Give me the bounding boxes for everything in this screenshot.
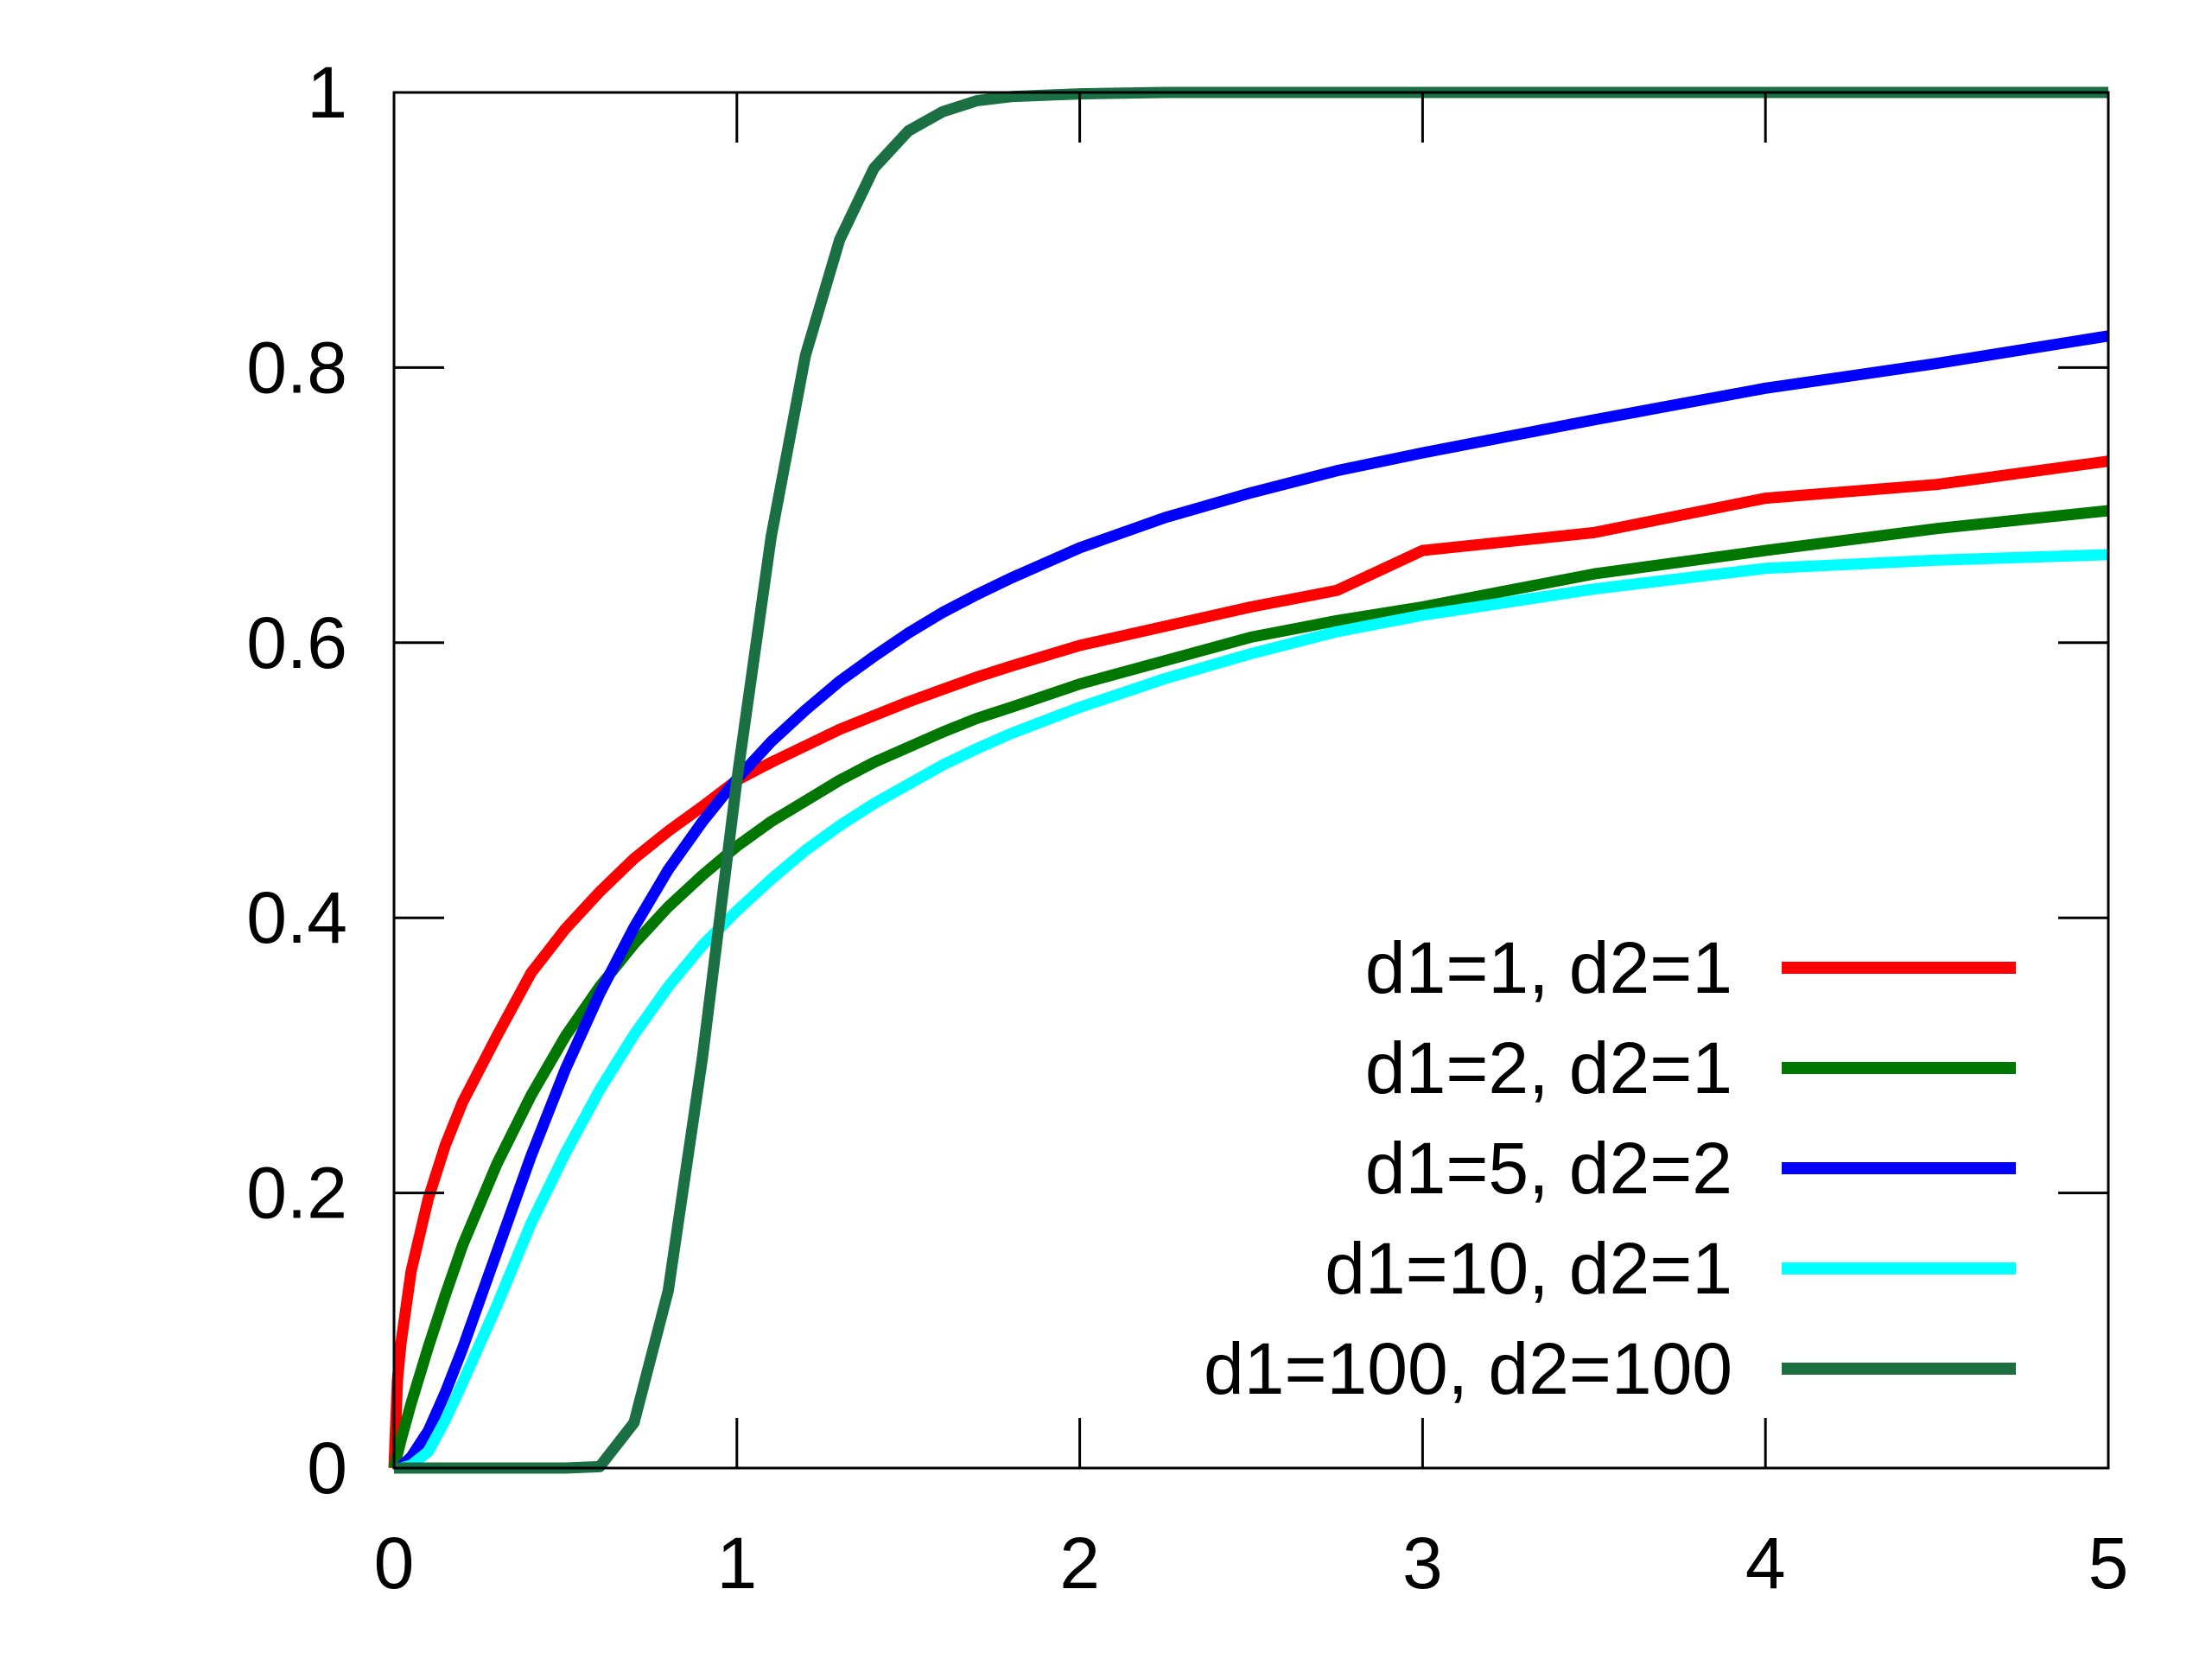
x-tick-label: 5: [2088, 1522, 2129, 1604]
plot-frame-layer: [392, 91, 2110, 1470]
x-tick-label: 0: [374, 1522, 415, 1604]
y-tick-label: 0: [307, 1427, 347, 1509]
series-line-1: [388, 455, 2109, 1469]
x-tick-label: 1: [716, 1522, 757, 1604]
legend-label: d1=5, d2=2: [1365, 1128, 1732, 1209]
series-line-4: [391, 549, 2109, 1474]
y-tick-label: 0.6: [246, 602, 347, 683]
legend-label: d1=2, d2=1: [1365, 1027, 1732, 1109]
series-line-3: [391, 330, 2110, 1474]
legend: d1=1, d2=1 d1=2, d2=1 d1=5, d2=2 d1=10, d2=…: [1204, 927, 2016, 1409]
x-tick-label: 2: [1059, 1522, 1100, 1604]
legend-label: d1=1, d2=1: [1365, 927, 1732, 1008]
y-tick-label: 1: [307, 52, 347, 133]
x-tick-label: 3: [1402, 1522, 1443, 1604]
y-tick-label: 0.4: [246, 877, 347, 958]
legend-label: d1=100, d2=100: [1204, 1328, 1732, 1409]
legend-label: d1=10, d2=1: [1325, 1228, 1732, 1309]
x-tick-label: 4: [1745, 1522, 1786, 1604]
y-tick-label: 0.2: [246, 1153, 347, 1234]
plot-frame: [392, 91, 2110, 1470]
y-tick-label: 0.8: [246, 327, 347, 408]
series-line-2: [388, 505, 2109, 1470]
ticks-layer: 0 1 2 3 4 5 0 0.2 0.4 0.6 0.8 1: [246, 52, 2128, 1604]
